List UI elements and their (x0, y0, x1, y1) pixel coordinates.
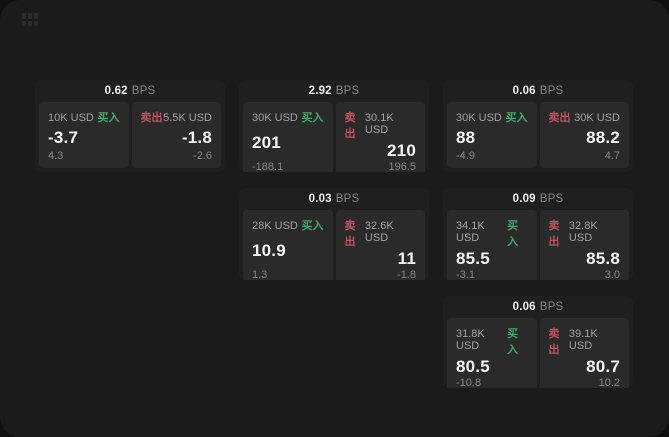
sell-delta: -2.6 (193, 150, 212, 162)
buy-amount: 28K USD (252, 220, 298, 232)
card-body: 34.1K USD 买入 85.5 -3.1 卖出 32.8K USD 85.8… (443, 210, 633, 280)
bps-value: 0.03 (308, 193, 332, 205)
sell-delta: 10.2 (598, 377, 620, 388)
quote-card[interactable]: 0.62 BPS 10K USD 买入 -3.7 4.3 卖出 5.5K USD (35, 80, 225, 172)
sell-pane[interactable]: 卖出 30K USD 88.2 4.7 (539, 102, 629, 168)
bps-header: 0.03 BPS (239, 188, 429, 210)
sell-amount: 32.8K USD (568, 220, 598, 244)
sell-pane[interactable]: 卖出 39.1K USD 80.7 10.2 (539, 318, 629, 388)
buy-price: 88 (456, 127, 476, 147)
card-body: 10K USD 买入 -3.7 4.3 卖出 5.5K USD -1.8 -2.… (35, 102, 225, 172)
buy-pane[interactable]: 31.8K USD 买入 80.5 -10.8 (447, 318, 537, 388)
bps-value: 0.06 (512, 85, 536, 97)
bps-unit: BPS (539, 193, 564, 205)
card-body: 30K USD 买入 201 -188.1 卖出 30.1K USD 210 1… (239, 102, 429, 172)
sell-price: 11 (397, 249, 416, 268)
buy-delta: -10.8 (456, 377, 482, 388)
buy-label: 买入 (507, 220, 519, 248)
quote-card[interactable]: 2.92 BPS 30K USD 买入 201 -188.1 卖出 30.1K U… (239, 80, 429, 172)
buy-amount: 10K USD (48, 112, 94, 124)
buy-label: 买入 (97, 112, 120, 124)
sell-pane[interactable]: 卖出 32.6K USD 11 -1.8 (335, 210, 425, 280)
bps-header: 0.09 BPS (443, 188, 633, 210)
sell-price: 88.2 (586, 127, 620, 147)
sell-amount: 30K USD (574, 112, 620, 124)
buy-amount: 31.8K USD (456, 328, 485, 352)
sell-price: -1.8 (181, 127, 212, 147)
bps-value: 0.09 (512, 193, 536, 205)
bps-unit: BPS (335, 193, 360, 205)
buy-price: 80.5 (456, 357, 490, 376)
bps-header: 0.06 BPS (443, 80, 633, 102)
buy-pane[interactable]: 28K USD 买入 10.9 1.3 (243, 210, 333, 280)
sell-label: 卖出 (548, 220, 560, 248)
buy-label: 买入 (507, 328, 519, 356)
sell-amount: 39.1K USD (568, 328, 598, 352)
sell-delta: -1.8 (397, 269, 416, 280)
buy-amount: 34.1K USD (456, 220, 485, 244)
sell-price: 85.8 (586, 249, 620, 268)
sell-delta: 3.0 (604, 269, 620, 280)
bps-header: 2.92 BPS (239, 80, 429, 102)
quote-card[interactable]: 0.03 BPS 28K USD 买入 10.9 1.3 卖出 32.6K USD (239, 188, 429, 280)
card-body: 31.8K USD 买入 80.5 -10.8 卖出 39.1K USD 80.… (443, 318, 633, 388)
buy-pane[interactable]: 10K USD 买入 -3.7 4.3 (39, 102, 129, 168)
bps-unit: BPS (335, 85, 360, 97)
bps-header: 0.62 BPS (35, 80, 225, 102)
buy-amount: 30K USD (252, 112, 298, 124)
sell-label: 卖出 (548, 112, 571, 124)
quote-card[interactable]: 0.06 BPS 30K USD 买入 88 -4.9 卖出 30K USD (443, 80, 633, 172)
buy-delta: -4.9 (456, 150, 475, 162)
buy-pane[interactable]: 30K USD 买入 201 -188.1 (243, 102, 333, 172)
bps-unit: BPS (539, 85, 564, 97)
buy-price: 10.9 (252, 241, 286, 260)
sell-pane[interactable]: 卖出 32.8K USD 85.8 3.0 (539, 210, 629, 280)
buy-price: 85.5 (456, 249, 490, 268)
bps-value: 0.06 (512, 301, 536, 313)
buy-delta: -3.1 (456, 269, 475, 280)
card-body: 30K USD 买入 88 -4.9 卖出 30K USD 88.2 4.7 (443, 102, 633, 172)
buy-label: 买入 (301, 220, 324, 232)
sell-label: 卖出 (548, 328, 560, 356)
buy-delta: 1.3 (252, 269, 268, 280)
quote-card[interactable]: 0.06 BPS 31.8K USD 买入 80.5 -10.8 卖出 39.1K… (443, 296, 633, 388)
bps-unit: BPS (539, 301, 564, 313)
buy-label: 买入 (301, 112, 324, 124)
sell-delta: 196.5 (388, 161, 416, 172)
bps-unit: BPS (131, 85, 156, 97)
bps-header: 0.06 BPS (443, 296, 633, 318)
sell-amount: 30.1K USD (364, 112, 394, 136)
buy-delta: -188.1 (252, 161, 284, 172)
quote-grid: 0.62 BPS 10K USD 买入 -3.7 4.3 卖出 5.5K USD (35, 80, 633, 388)
buy-pane[interactable]: 30K USD 买入 88 -4.9 (447, 102, 537, 168)
sell-price: 210 (387, 141, 416, 160)
sell-pane[interactable]: 卖出 5.5K USD -1.8 -2.6 (131, 102, 221, 168)
sell-label: 卖出 (344, 112, 356, 140)
sell-amount: 5.5K USD (163, 112, 212, 124)
grid-dots-icon[interactable] (22, 13, 38, 26)
sell-pane[interactable]: 卖出 30.1K USD 210 196.5 (335, 102, 425, 172)
sell-amount: 32.6K USD (364, 220, 394, 244)
buy-pane[interactable]: 34.1K USD 买入 85.5 -3.1 (447, 210, 537, 280)
sell-delta: 4.7 (604, 150, 620, 162)
quote-card[interactable]: 0.09 BPS 34.1K USD 买入 85.5 -3.1 卖出 32.8K … (443, 188, 633, 280)
sell-label: 卖出 (140, 112, 163, 124)
buy-delta: 4.3 (48, 150, 64, 162)
sell-label: 卖出 (344, 220, 356, 248)
bps-value: 0.62 (104, 85, 128, 97)
buy-price: -3.7 (48, 127, 79, 147)
sell-price: 80.7 (586, 357, 620, 376)
buy-price: 201 (252, 133, 281, 152)
buy-amount: 30K USD (456, 112, 502, 124)
buy-label: 买入 (505, 112, 528, 124)
bps-value: 2.92 (308, 85, 332, 97)
card-body: 28K USD 买入 10.9 1.3 卖出 32.6K USD 11 -1.8 (239, 210, 429, 280)
